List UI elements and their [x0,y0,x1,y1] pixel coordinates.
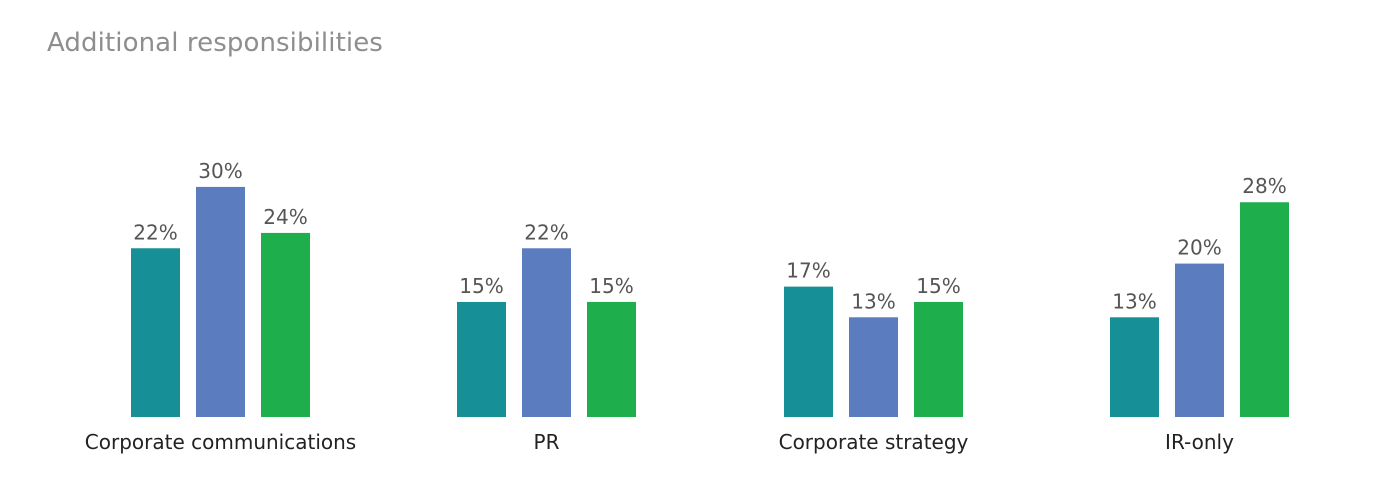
value-label-1-1: 22% [133,220,177,244]
bar-2-3 [587,301,636,417]
value-label-2-3: 15% [589,274,633,298]
value-label-3-2: 13% [851,289,895,313]
value-label-1-3: 24% [263,205,307,229]
value-label-3-3: 15% [916,274,960,298]
value-label-2-2: 22% [524,220,568,244]
bar-2-1 [457,301,506,417]
bar-2-2 [522,248,571,417]
category-label-3: Corporate strategy [779,430,969,454]
value-label-4-3: 28% [1242,174,1286,198]
value-labels-layer: 22% 30% 24% 15% 22% 15% 17% 13% 15% 13% 20% 28% [133,159,1286,313]
bar-3-3 [914,301,963,417]
chart-title: Additional responsibilities [47,28,383,58]
category-label-4: IR-only [1165,430,1234,454]
bar-1-2 [196,186,245,417]
value-label-1-2: 30% [198,159,242,183]
bar-3-1 [784,286,833,417]
bar-3-2 [849,317,898,417]
category-label-2: PR [534,430,560,454]
bar-1-3 [261,232,310,417]
category-labels-layer: Corporate communications PR Corporate stra… [85,430,1234,454]
value-label-4-1: 13% [1112,289,1156,313]
category-label-1: Corporate communications [85,430,356,454]
value-label-2-1: 15% [459,274,503,298]
bar-1-1 [131,248,180,417]
bar-4-1 [1110,317,1159,417]
value-label-4-2: 20% [1177,236,1221,260]
value-label-3-1: 17% [786,259,830,283]
bar-4-3 [1240,202,1289,417]
bars-layer [131,186,1289,417]
bar-4-2 [1175,263,1224,417]
